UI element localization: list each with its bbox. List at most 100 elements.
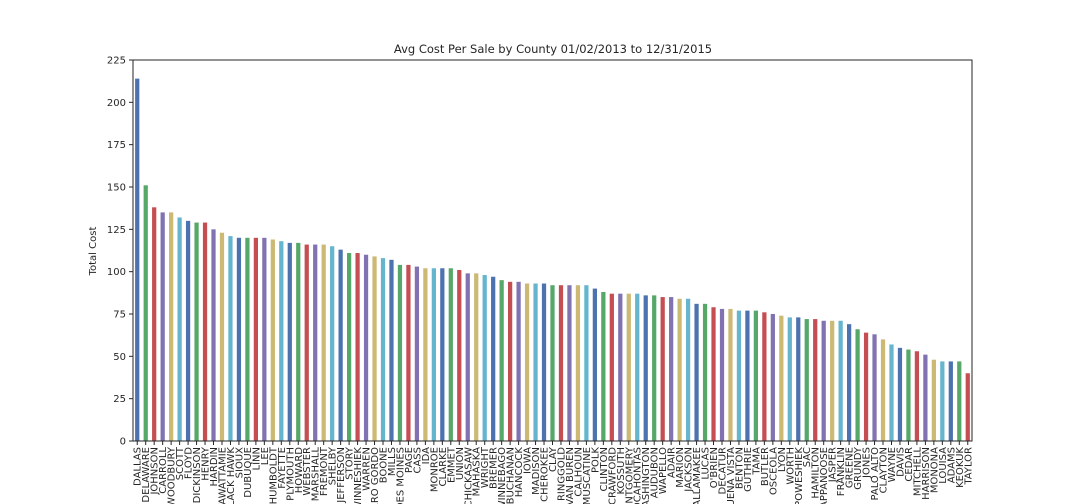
x-tick-label: ALLAMAKEE [692,447,703,504]
bar [957,361,962,441]
bar [652,295,657,441]
x-tick-label: DELAWARE [141,447,152,503]
y-axis-label: Total Cost [88,227,99,277]
bar [830,320,835,441]
x-tick-label: TAYLOR [963,447,974,486]
x-tick-label: CASS [412,447,423,474]
x-tick-label: AUDUBON [650,447,661,498]
x-tick-label: WRIGHT [480,446,491,488]
x-tick-label: ADAIR [667,447,678,478]
x-tick-label: WINNESHIEK [353,447,364,504]
bar [389,259,394,441]
bar [338,249,343,441]
bar [211,229,216,441]
x-tick-label: MUSCATINE [582,447,593,504]
bar [762,312,767,441]
bar [931,359,936,441]
x-tick-label: WOODBURY [167,446,178,504]
bar [948,361,953,441]
bar [770,314,775,441]
x-tick-label: CHICKASAW [463,447,474,504]
x-tick-label: MARSHALL [311,447,322,502]
bar [169,212,174,441]
x-tick-label: IDA [421,447,432,464]
bar [880,339,886,441]
y-tick-label: 175 [107,140,126,151]
x-tick-label: DECATUR [717,447,728,494]
bar [728,308,733,441]
x-tick-label: SHELBY [328,446,339,485]
bar [846,324,852,441]
bar [524,283,530,441]
bar [643,295,648,441]
bar [787,317,792,441]
bar [685,298,691,441]
bar [219,232,225,441]
x-tick-label: UNION [455,447,466,480]
y-tick-label: 150 [107,183,126,194]
bar [601,291,606,441]
x-tick-label: KEOKUK [955,447,966,488]
x-tick-label: LUCAS [701,447,712,480]
x-tick-label: IOWA [523,447,534,474]
x-tick-label: HAMILTON [811,447,822,499]
x-tick-label: JEFFERSON [336,447,347,504]
x-tick-label: LEE [260,447,271,465]
x-tick-label: CLAY [548,446,559,472]
x-tick-label: CLAYTON [879,447,890,493]
bar [194,222,199,441]
y-tick-label: 50 [113,352,126,363]
x-tick-label: PAGE [404,447,415,473]
bar [499,280,504,441]
x-tick-label: CARROLL [158,447,169,494]
x-tick-label: HENRY [201,446,212,481]
x-tick-label: CHEROKEE [540,447,551,502]
x-tick-label: FREMONT [319,446,330,496]
x-tick-label: WAYNE [887,447,898,482]
x-tick-label: HOWARD [294,447,305,494]
bar [516,281,521,441]
x-tick-label: JACKSON [684,447,695,493]
bar [813,319,818,441]
x-tick-label: MONTGOMERY [624,446,635,504]
x-tick-label: MONONA [929,447,940,493]
bar [245,237,250,441]
y-tick-label: 225 [107,56,126,67]
bar [745,310,750,441]
x-tick-label: JOHNSON [150,447,161,496]
bar [431,268,436,441]
bar [533,283,538,441]
x-tick-label: JASPER [828,447,839,483]
bar [457,269,462,441]
bar [313,244,318,441]
bar [474,273,479,441]
x-tick-label: CRAWFORD [607,447,618,504]
x-tick-label: MONROE [429,447,440,492]
bar [406,264,411,441]
x-tick-label: WAPELLO [658,447,669,494]
y-tick-label: 200 [107,98,126,109]
x-tick-label: CLARKE [438,447,449,486]
bar [821,320,826,441]
bar [660,297,665,441]
bar [584,285,589,441]
x-tick-label: CEDAR [904,447,915,482]
x-tick-label: CALHOUN [573,447,584,497]
bar [753,310,759,441]
x-tick-label: HARDIN [209,447,220,486]
x-tick-label: APPANOOSE [819,447,830,504]
bar [669,297,674,441]
bar [287,242,292,441]
bar [796,317,801,441]
x-tick-label: KOSSUTH [616,447,627,495]
chart-title: Avg Cost Per Sale by County 01/02/2013 t… [394,42,712,56]
x-tick-label: CLINTON [599,447,610,491]
x-tick-label: GRUNDY [853,446,864,490]
x-tick-label: POWESHIEK [794,447,805,504]
bar [152,207,157,441]
bar [346,253,352,441]
bar [423,268,428,441]
x-tick-label: SAC [802,447,813,467]
x-tick-label: WORTH [785,447,796,485]
bar [236,237,242,441]
